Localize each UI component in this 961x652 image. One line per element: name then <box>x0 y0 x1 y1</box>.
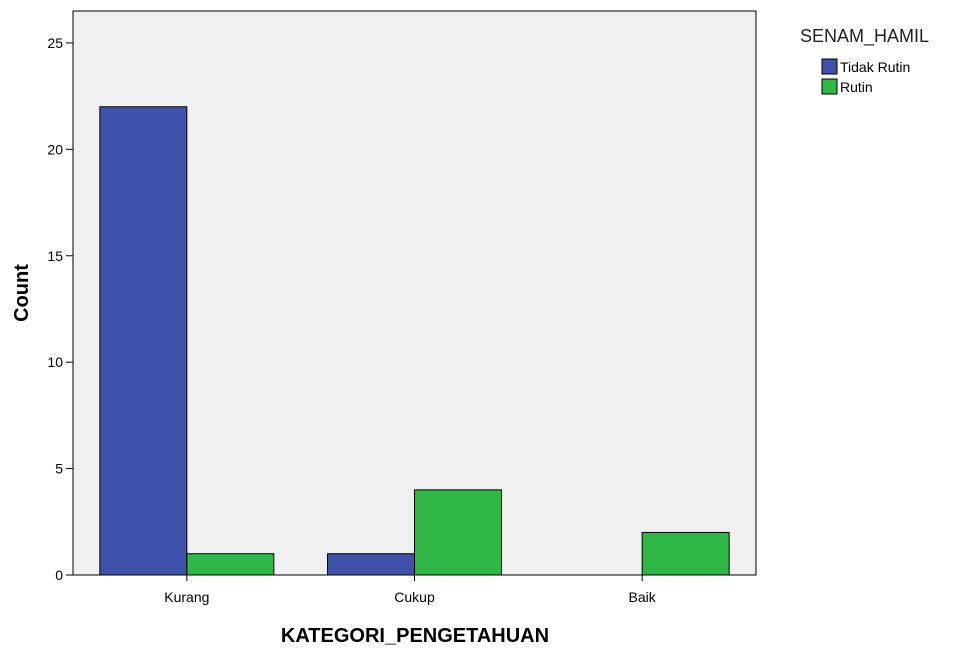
legend-title: SENAM_HAMIL <box>800 26 929 47</box>
y-tick-label-5: 5 <box>55 461 63 477</box>
bar-kurang-rutin <box>186 553 275 576</box>
legend-label-rutin: Rutin <box>840 79 873 95</box>
legend-swatch-tidak-rutin <box>821 58 838 75</box>
legend-label-tidak-rutin: Tidak Rutin <box>840 59 910 75</box>
y-tick-label-25: 25 <box>47 35 63 51</box>
y-tick-label-20: 20 <box>47 141 63 157</box>
bar-baik-rutin <box>641 531 730 576</box>
y-axis-title: Count <box>11 264 33 322</box>
bars-group <box>99 106 730 576</box>
y-tick-label-0: 0 <box>55 567 63 583</box>
x-tick-label-cukup: Cukup <box>394 589 435 605</box>
x-tick-label-baik: Baik <box>629 589 657 605</box>
bar-cukup-rutin <box>414 489 502 576</box>
y-tick-label-10: 10 <box>47 354 63 370</box>
x-axis-title: KATEGORI_PENGETAHUAN <box>281 625 549 647</box>
x-axis: Kurang Cukup Baik <box>164 575 657 605</box>
y-axis: 0 5 10 15 20 25 <box>47 35 73 583</box>
bar-kurang-tidak-rutin <box>99 106 188 576</box>
legend-swatch-rutin <box>821 78 838 95</box>
bar-cukup-tidak-rutin <box>327 553 415 576</box>
x-tick-label-kurang: Kurang <box>164 589 209 605</box>
legend: SENAM_HAMIL Tidak Rutin Rutin <box>800 26 929 95</box>
y-tick-label-15: 15 <box>47 248 63 264</box>
legend-items: Tidak Rutin Rutin <box>821 58 910 95</box>
